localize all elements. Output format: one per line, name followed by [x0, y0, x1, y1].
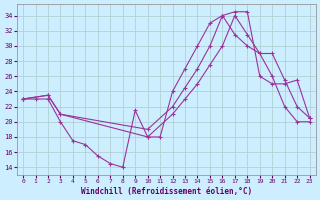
X-axis label: Windchill (Refroidissement éolien,°C): Windchill (Refroidissement éolien,°C): [81, 187, 252, 196]
